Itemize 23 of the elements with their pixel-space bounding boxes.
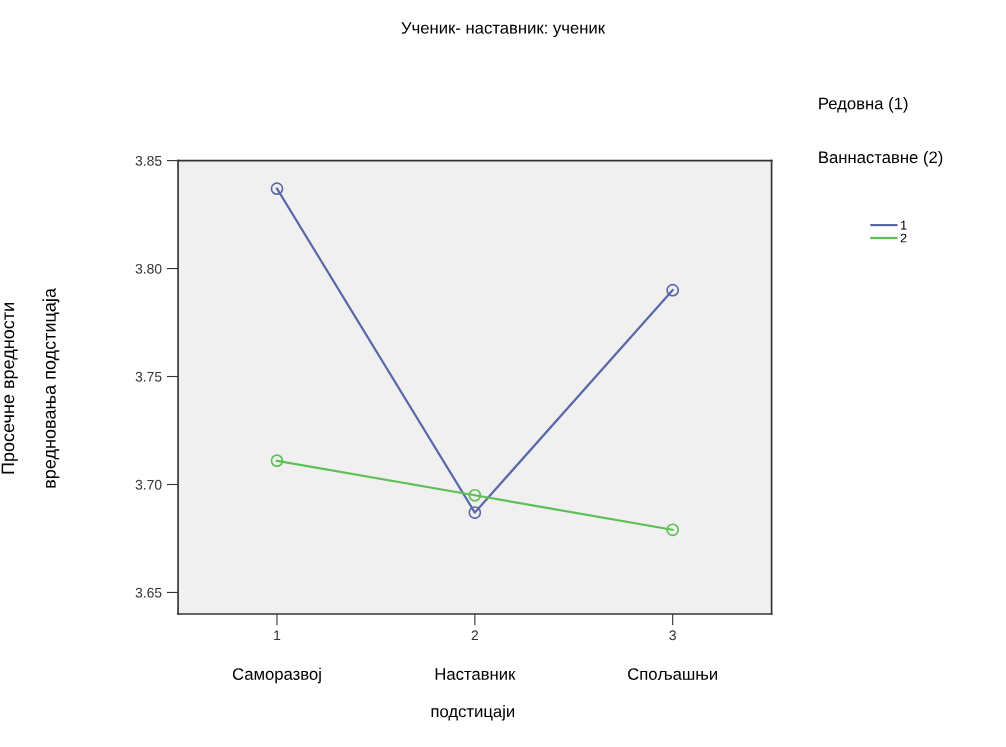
point [666, 523, 680, 537]
y-tick-label: 3.65 [135, 587, 162, 598]
y-tick-label: 3.75 [135, 371, 162, 382]
text: Саморазвој [232, 667, 321, 684]
text: Спољашњи [628, 668, 717, 680]
point [270, 454, 284, 468]
x-axis-title: подстицаји [431, 705, 515, 721]
y-tick-label: 3.70 [135, 479, 162, 490]
legend-label: 1 [901, 220, 907, 230]
chart-title: Ученик- наставник: ученик [401, 22, 606, 38]
x-tick-label: 3 [669, 630, 676, 641]
text: Просечне вредности вредновања подстицаја [1, 288, 60, 488]
point [468, 488, 482, 502]
x-tick-label: 1 [274, 630, 281, 641]
point [270, 182, 284, 196]
y-tick-label: 3.85 [135, 155, 162, 166]
text: Наставник [435, 668, 516, 680]
text: Редовна (1) Ваннаставне (2) [819, 97, 943, 167]
point [468, 506, 482, 519]
point [666, 283, 680, 297]
legend-label: 2 [900, 233, 907, 243]
y-tick-label: 3.80 [135, 263, 162, 274]
x-tick-label: 2 [471, 630, 478, 641]
